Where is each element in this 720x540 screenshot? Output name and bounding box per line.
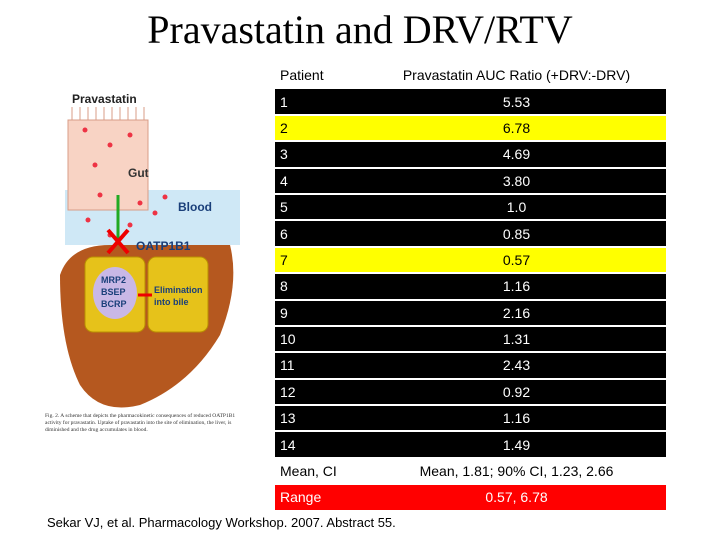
figure-label: Blood	[178, 200, 212, 214]
table-row: 10 1.31	[275, 325, 666, 354]
data-table: Patient Pravastatin AUC Ratio (+DRV:-DRV)…	[275, 63, 666, 512]
table-cell: 1.31	[367, 325, 666, 354]
table-cell: 12	[275, 378, 367, 407]
figure-label: OATP1B1	[136, 239, 191, 253]
table-cell: 7	[275, 246, 367, 275]
table-row: 13 1.16	[275, 405, 666, 433]
table-row: 1 5.53	[275, 88, 666, 116]
table-cell: Mean, 1.81; 90% CI, 1.23, 2.66	[367, 457, 666, 486]
figure: Pravastatin Gut Blood OATP1B1 MRP2 BSEP …	[40, 85, 250, 455]
table-cell: Pravastatin AUC Ratio (+DRV:-DRV)	[367, 63, 666, 90]
table-cell: Patient	[275, 63, 367, 90]
table-cell: 3	[275, 141, 367, 169]
table-row: 14 1.49	[275, 431, 666, 459]
table-row: Range 0.57, 6.78	[275, 484, 666, 512]
table-cell: 1.16	[367, 273, 666, 301]
table-cell: 6.78	[367, 114, 666, 143]
table-row: 12 0.92	[275, 378, 666, 407]
table-cell: 0.92	[367, 378, 666, 407]
table-row: 8 1.16	[275, 273, 666, 301]
figure-label: Gut	[128, 166, 149, 180]
table-cell: 2	[275, 114, 367, 143]
table-row: 3 4.69	[275, 141, 666, 169]
table-cell: 4	[275, 167, 367, 195]
figure-label: BSEP	[101, 287, 126, 297]
table-cell: Mean, CI	[275, 457, 367, 486]
table-cell: 13	[275, 405, 367, 433]
table-cell: 11	[275, 352, 367, 380]
table-row: 4 3.80	[275, 167, 666, 195]
figure-label: Pravastatin	[72, 92, 137, 106]
table-cell: 2.43	[367, 352, 666, 380]
title: Pravastatin and DRV/RTV	[147, 7, 573, 52]
table-row: 5 1.0	[275, 193, 666, 222]
table-row: Mean, CI Mean, 1.81; 90% CI, 1.23, 2.66	[275, 457, 666, 486]
citation: Sekar VJ, et al. Pharmacology Workshop. …	[47, 515, 396, 530]
table-cell: 1.49	[367, 431, 666, 459]
table-cell: 5	[275, 193, 367, 222]
table-cell: 8	[275, 273, 367, 301]
figure-caption: Fig. 2. A scheme that depicts the pharma…	[45, 413, 236, 433]
table-cell: 3.80	[367, 167, 666, 195]
table-cell: 9	[275, 299, 367, 327]
table-cell: Range	[275, 484, 367, 512]
table-cell: 1.0	[367, 193, 666, 222]
table-row: 9 2.16	[275, 299, 666, 327]
table-cell: 0.57	[367, 246, 666, 275]
table-cell: 6	[275, 220, 367, 248]
table-row: 6 0.85	[275, 220, 666, 248]
table-cell: 0.57, 6.78	[367, 484, 666, 512]
table-row: 11 2.43	[275, 352, 666, 380]
table-cell: 2.16	[367, 299, 666, 327]
table-row: 2 6.78	[275, 114, 666, 143]
table-row: 7 0.57	[275, 246, 666, 275]
figure-label: MRP2	[101, 275, 126, 285]
table-cell: 14	[275, 431, 367, 459]
figure-label: into bile	[154, 297, 189, 307]
table-cell: 4.69	[367, 141, 666, 169]
table-cell: 1	[275, 88, 367, 116]
table-cell: 1.16	[367, 405, 666, 433]
table-cell: 10	[275, 325, 367, 354]
table-row: Patient Pravastatin AUC Ratio (+DRV:-DRV)	[275, 63, 666, 90]
figure-label: Elimination	[154, 285, 203, 295]
table-cell: 5.53	[367, 88, 666, 116]
figure-label: BCRP	[101, 299, 127, 309]
table-cell: 0.85	[367, 220, 666, 248]
